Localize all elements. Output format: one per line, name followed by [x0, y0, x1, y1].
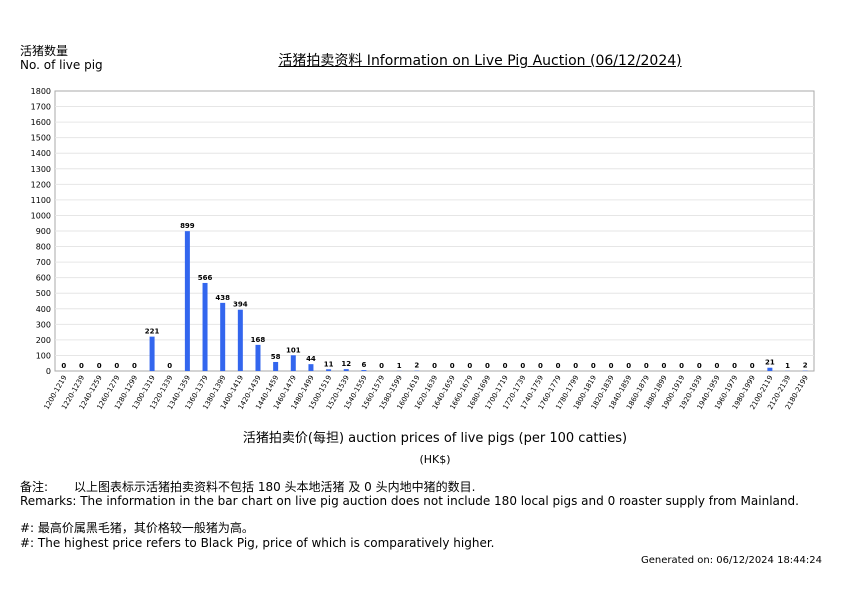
bar — [220, 302, 226, 371]
bar-value-label: 0 — [538, 362, 543, 370]
bar-value-label: 58 — [271, 353, 281, 361]
bar — [361, 370, 367, 371]
x-axis-label: 活猪拍卖价(每担) auction prices of live pigs (p… — [0, 427, 842, 446]
bar-value-label: 0 — [97, 362, 102, 370]
bar-value-label: 6 — [361, 361, 366, 369]
remark-english: Remarks: The information in the bar char… — [20, 494, 799, 508]
bar-value-label: 394 — [233, 301, 248, 309]
bar — [308, 364, 314, 371]
note-chinese: #: 最高价属黑毛猪，其价格较一般猪为高。 — [20, 521, 254, 535]
y-tick-label: 1800 — [31, 87, 51, 96]
bar-value-label: 0 — [503, 362, 508, 370]
bar-value-label: 0 — [626, 362, 631, 370]
chart-title-text: 活猪拍卖资料 Information on Live Pig Auction (… — [278, 53, 682, 69]
y-tick-label: 0 — [46, 367, 51, 376]
y-tick-label: 300 — [36, 320, 51, 329]
y-axis-ticks: 0 100 200 300 400 500 600 700 800 900 1000 1100 1200… — [31, 87, 51, 376]
y-tick-label: 1200 — [31, 180, 51, 189]
grid-lines — [55, 106, 814, 356]
chart-title: 活猪拍卖资料 Information on Live Pig Auction (… — [0, 50, 842, 70]
bar-value-label: 0 — [591, 362, 596, 370]
bar — [184, 231, 190, 371]
y-axis-label-english: No. of live pig — [20, 58, 103, 72]
y-tick-label: 200 — [36, 336, 51, 345]
y-tick-label: 900 — [36, 227, 51, 236]
note-english: #: The highest price refers to Black Pig… — [20, 536, 495, 550]
y-tick-label: 1100 — [31, 196, 51, 205]
bar — [237, 309, 243, 371]
y-tick-label: 800 — [36, 243, 51, 252]
y-tick-label: 1300 — [31, 165, 51, 174]
y-tick-label: 500 — [36, 289, 51, 298]
bar-value-label: 0 — [114, 362, 119, 370]
y-tick-label: 400 — [36, 305, 51, 314]
y-tick-label: 1000 — [31, 211, 51, 220]
bar-value-label: 2 — [803, 362, 808, 370]
bar-value-label: 0 — [379, 362, 384, 370]
bar-value-label: 0 — [520, 362, 525, 370]
bar — [273, 361, 279, 371]
x-axis-ticks: 1200-12191220-12391240-12591260-12791280… — [43, 374, 810, 411]
bar-value-label: 0 — [644, 362, 649, 370]
y-tick-label: 1400 — [31, 149, 51, 158]
bar — [255, 344, 261, 371]
y-tick-label: 1700 — [31, 103, 51, 112]
bar-value-label: 566 — [198, 274, 213, 282]
bar-value-label: 0 — [432, 362, 437, 370]
bar — [149, 336, 155, 371]
bar-value-label: 0 — [450, 362, 455, 370]
y-tick-label: 1600 — [31, 118, 51, 127]
bar-value-label: 1 — [785, 362, 790, 370]
bar-value-label: 0 — [132, 362, 137, 370]
bar-value-label: 12 — [341, 360, 351, 368]
bar — [767, 367, 773, 371]
remark-chinese: 备注: 以上图表标示活猪拍卖资料不包括 180 头本地活猪 及 0 头内地中猪的数… — [20, 478, 475, 495]
bar-value-label: 0 — [79, 362, 84, 370]
bar-value-label: 438 — [215, 294, 230, 302]
bar-value-label: 0 — [714, 362, 719, 370]
bars — [149, 231, 808, 371]
y-tick-label: 700 — [36, 258, 51, 267]
bar-value-label: 0 — [732, 362, 737, 370]
remark-chinese-text: 以上图表标示活猪拍卖资料不包括 180 头本地活猪 及 0 头内地中猪的数目. — [74, 480, 476, 494]
bar-value-label: 0 — [662, 362, 667, 370]
bar-value-label: 0 — [609, 362, 614, 370]
bar-value-label: 0 — [697, 362, 702, 370]
bar-value-label: 899 — [180, 222, 195, 230]
bar — [326, 369, 332, 371]
bar-value-label: 0 — [556, 362, 561, 370]
bar-value-label: 0 — [61, 362, 66, 370]
x-axis-label-text: 活猪拍卖价(每担) auction prices of live pigs (p… — [242, 431, 628, 446]
bar-value-label: 11 — [324, 360, 334, 368]
y-tick-label: 100 — [36, 351, 51, 360]
bar-value-label: 221 — [145, 328, 160, 336]
bar — [343, 369, 349, 371]
bar — [202, 282, 208, 371]
bar-value-label: 21 — [765, 359, 775, 367]
y-tick-label: 1500 — [31, 134, 51, 143]
remark-chinese-label: 备注: — [20, 480, 49, 494]
bar — [290, 355, 296, 371]
bar-value-label: 2 — [414, 362, 419, 370]
bar-value-label: 0 — [485, 362, 490, 370]
bar-value-label: 0 — [750, 362, 755, 370]
bar-value-label: 0 — [467, 362, 472, 370]
y-axis-label-chinese: 活猪数量 — [20, 44, 69, 58]
bar-chart: 0100200300400500600700800900100011001200… — [31, 87, 815, 411]
bar-value-label: 0 — [167, 362, 172, 370]
x-axis-unit-text: (HK$) — [419, 453, 451, 466]
y-tick-label: 600 — [36, 274, 51, 283]
bar-value-label: 0 — [573, 362, 578, 370]
x-axis-unit: (HK$) — [0, 453, 842, 466]
bar-value-label: 0 — [679, 362, 684, 370]
bar-value-label: 101 — [286, 346, 301, 354]
bar-value-label: 168 — [251, 336, 266, 344]
bar-value-label: 44 — [306, 355, 316, 363]
generated-timestamp: Generated on: 06/12/2024 18:44:24 — [641, 555, 822, 566]
bar-value-label: 1 — [397, 362, 402, 370]
